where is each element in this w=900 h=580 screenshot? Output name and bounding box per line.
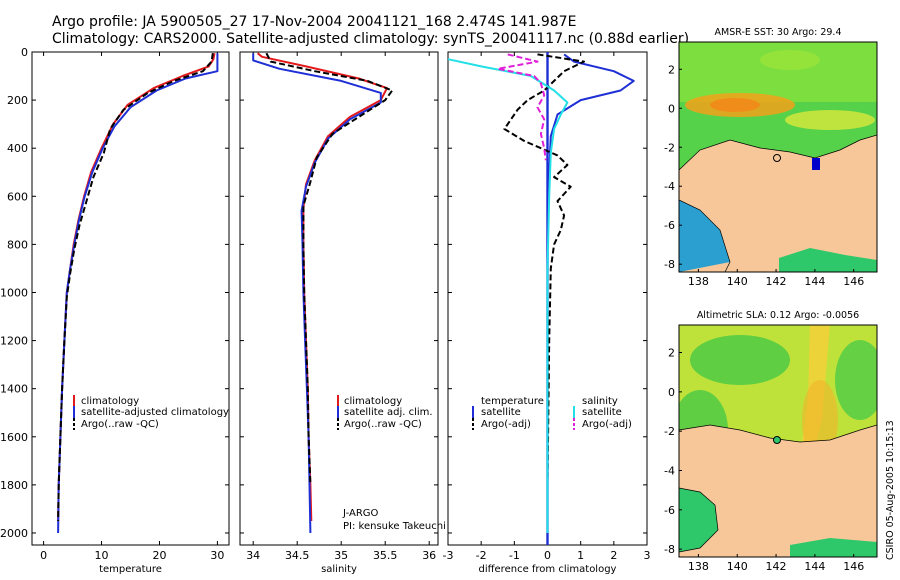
x-tick-label: 2	[610, 549, 617, 562]
y-tick-label: 0	[21, 46, 28, 59]
salinity-plot-frame	[239, 51, 439, 546]
legend-label-argo: Argo(..raw -QC)	[344, 419, 422, 430]
map-x-tick-label: 146	[843, 275, 864, 288]
difference-x-axis-label: difference from climatology	[479, 564, 617, 575]
x-tick-label: 20	[152, 549, 166, 562]
legend-label-temp-satellite: satellite	[481, 407, 521, 418]
y-tick-label: 800	[7, 238, 28, 251]
x-tick-label: 34.5	[285, 549, 310, 562]
credit-org: J-ARGO	[342, 508, 379, 519]
x-tick-label: 36	[422, 549, 436, 562]
map-y-tick-label: -4	[664, 180, 675, 193]
y-tick-label: 1400	[0, 383, 28, 396]
map-x-tick-label: 142	[766, 275, 787, 288]
map-y-tick-label: 2	[668, 63, 675, 76]
difference-panel: -3 -2 -1 0 1 2 3 difference from climatology	[443, 51, 651, 575]
x-tick-label: 1	[577, 549, 584, 562]
temperature-x-axis-label: temperature	[99, 564, 162, 575]
y-tick-label: 600	[7, 190, 28, 203]
legend-label-climatology: climatology	[344, 396, 402, 407]
legend-label-climatology: climatology	[81, 396, 139, 407]
sla-map-frame	[678, 324, 878, 558]
y-tick-label: 1000	[0, 286, 28, 299]
timestamp: CSIRO 05-Aug-2005 10:15:13	[885, 420, 896, 560]
map-x-tick-label: 138	[688, 275, 709, 288]
x-tick-label: 0	[40, 549, 47, 562]
legend-label-satellite: satellite adj. clim.	[344, 407, 433, 418]
y-tick-label: 1200	[0, 335, 28, 348]
map-y-tick-label: 0	[668, 386, 675, 399]
legend-label-satellite: satellite-adjusted climatology	[81, 407, 229, 418]
sst-map-panel: AMSR-E SST: 30 Argo: 29.4 138 140 142 144 14…	[664, 27, 878, 288]
x-tick-label: -2	[476, 549, 487, 562]
series-line-salinity-satellite	[447, 58, 569, 533]
y-tick-label: 2000	[0, 527, 28, 540]
map-x-tick-label: 142	[766, 560, 787, 573]
x-tick-label: 3	[644, 549, 651, 562]
legend-heading-temperature: temperature	[481, 396, 544, 407]
x-tick-label: 34	[246, 549, 260, 562]
map-y-tick-label: -4	[664, 464, 675, 477]
sst-map-field	[679, 42, 877, 272]
map-x-tick-label: 138	[688, 560, 709, 573]
map-x-tick-label: 140	[727, 275, 748, 288]
salinity-legend: climatology satellite adj. clim. Argo(..…	[337, 395, 433, 430]
map-y-tick-label: -2	[664, 425, 675, 438]
sla-argo-marker	[773, 436, 781, 444]
y-tick-label: 200	[7, 94, 28, 107]
series-line-temperature-argo-adj-	[503, 53, 585, 485]
sst-map-title: AMSR-E SST: 30 Argo: 29.4	[715, 27, 842, 38]
x-tick-label: -1	[509, 549, 520, 562]
legend-label-temp-argo: Argo(-adj)	[481, 419, 531, 430]
y-tick-label: 1600	[0, 431, 28, 444]
legend-label-sal-argo: Argo(-adj)	[582, 419, 632, 430]
legend-label-argo: Argo(..raw -QC)	[81, 419, 159, 430]
x-tick-label: -3	[443, 549, 454, 562]
map-y-tick-label: -8	[664, 258, 675, 271]
x-tick-label: 30	[210, 549, 224, 562]
map-y-tick-label: -6	[664, 504, 675, 517]
temperature-plot-frame	[31, 51, 230, 546]
sla-map-panel: Altimetric SLA: 0.12 Argo: -0.0056 138 14…	[664, 310, 878, 573]
x-tick-label: 35	[334, 549, 348, 562]
series-line-salinity-argo-adj-	[496, 53, 547, 161]
y-tick-label: 1800	[0, 479, 28, 492]
map-y-tick-label: 0	[668, 102, 675, 115]
x-tick-label: 10	[95, 549, 109, 562]
map-y-tick-label: -6	[664, 219, 675, 232]
sla-map-title: Altimetric SLA: 0.12 Argo: -0.0056	[697, 310, 859, 321]
legend-label-sal-satellite: satellite	[582, 407, 622, 418]
salinity-panel: 34 34.5 35 35.5 36 salinity	[239, 51, 439, 575]
sla-map-field	[679, 325, 877, 557]
title-line-2: Climatology: CARS2000. Satellite-adjuste…	[52, 31, 689, 47]
sst-cold-anomaly	[812, 158, 820, 170]
map-y-tick-label: -8	[664, 543, 675, 556]
sst-map-frame	[678, 41, 878, 273]
map-y-tick-label: -2	[664, 141, 675, 154]
difference-legend: temperature satellite Argo(-adj) salinit…	[472, 396, 632, 430]
map-y-tick-label: 2	[668, 347, 675, 360]
map-x-tick-label: 146	[843, 560, 864, 573]
sst-argo-marker	[773, 154, 781, 162]
series-line-argo-raw-qc-	[57, 53, 214, 522]
x-tick-label: 0	[544, 549, 551, 562]
x-tick-label: 35.5	[373, 549, 398, 562]
temperature-panel: 0 10 20 30 0 200 400 600 800 1000 1200 1400 1600 1800…	[0, 46, 230, 575]
map-x-tick-label: 144	[804, 275, 825, 288]
map-x-tick-label: 140	[727, 560, 748, 573]
series-line-argo-raw-qc-	[265, 52, 394, 485]
map-x-tick-label: 144	[804, 560, 825, 573]
legend-heading-salinity: salinity	[582, 396, 618, 407]
temperature-legend: climatology satellite-adjusted climatolo…	[73, 395, 229, 430]
salinity-x-axis-label: salinity	[321, 564, 357, 575]
y-tick-label: 400	[7, 142, 28, 155]
sst-map-ticks: 138 140 142 144 146 2 0 -2 -4 -6 -8	[664, 63, 864, 288]
sla-map-ticks: 138 140 142 144 146 2 0 -2 -4 -6 -8	[664, 347, 864, 573]
title-line-1: Argo profile: JA 5900505_27 17-Nov-2004 …	[52, 14, 576, 30]
credit-pi: PI: kensuke Takeuchi	[343, 521, 446, 532]
